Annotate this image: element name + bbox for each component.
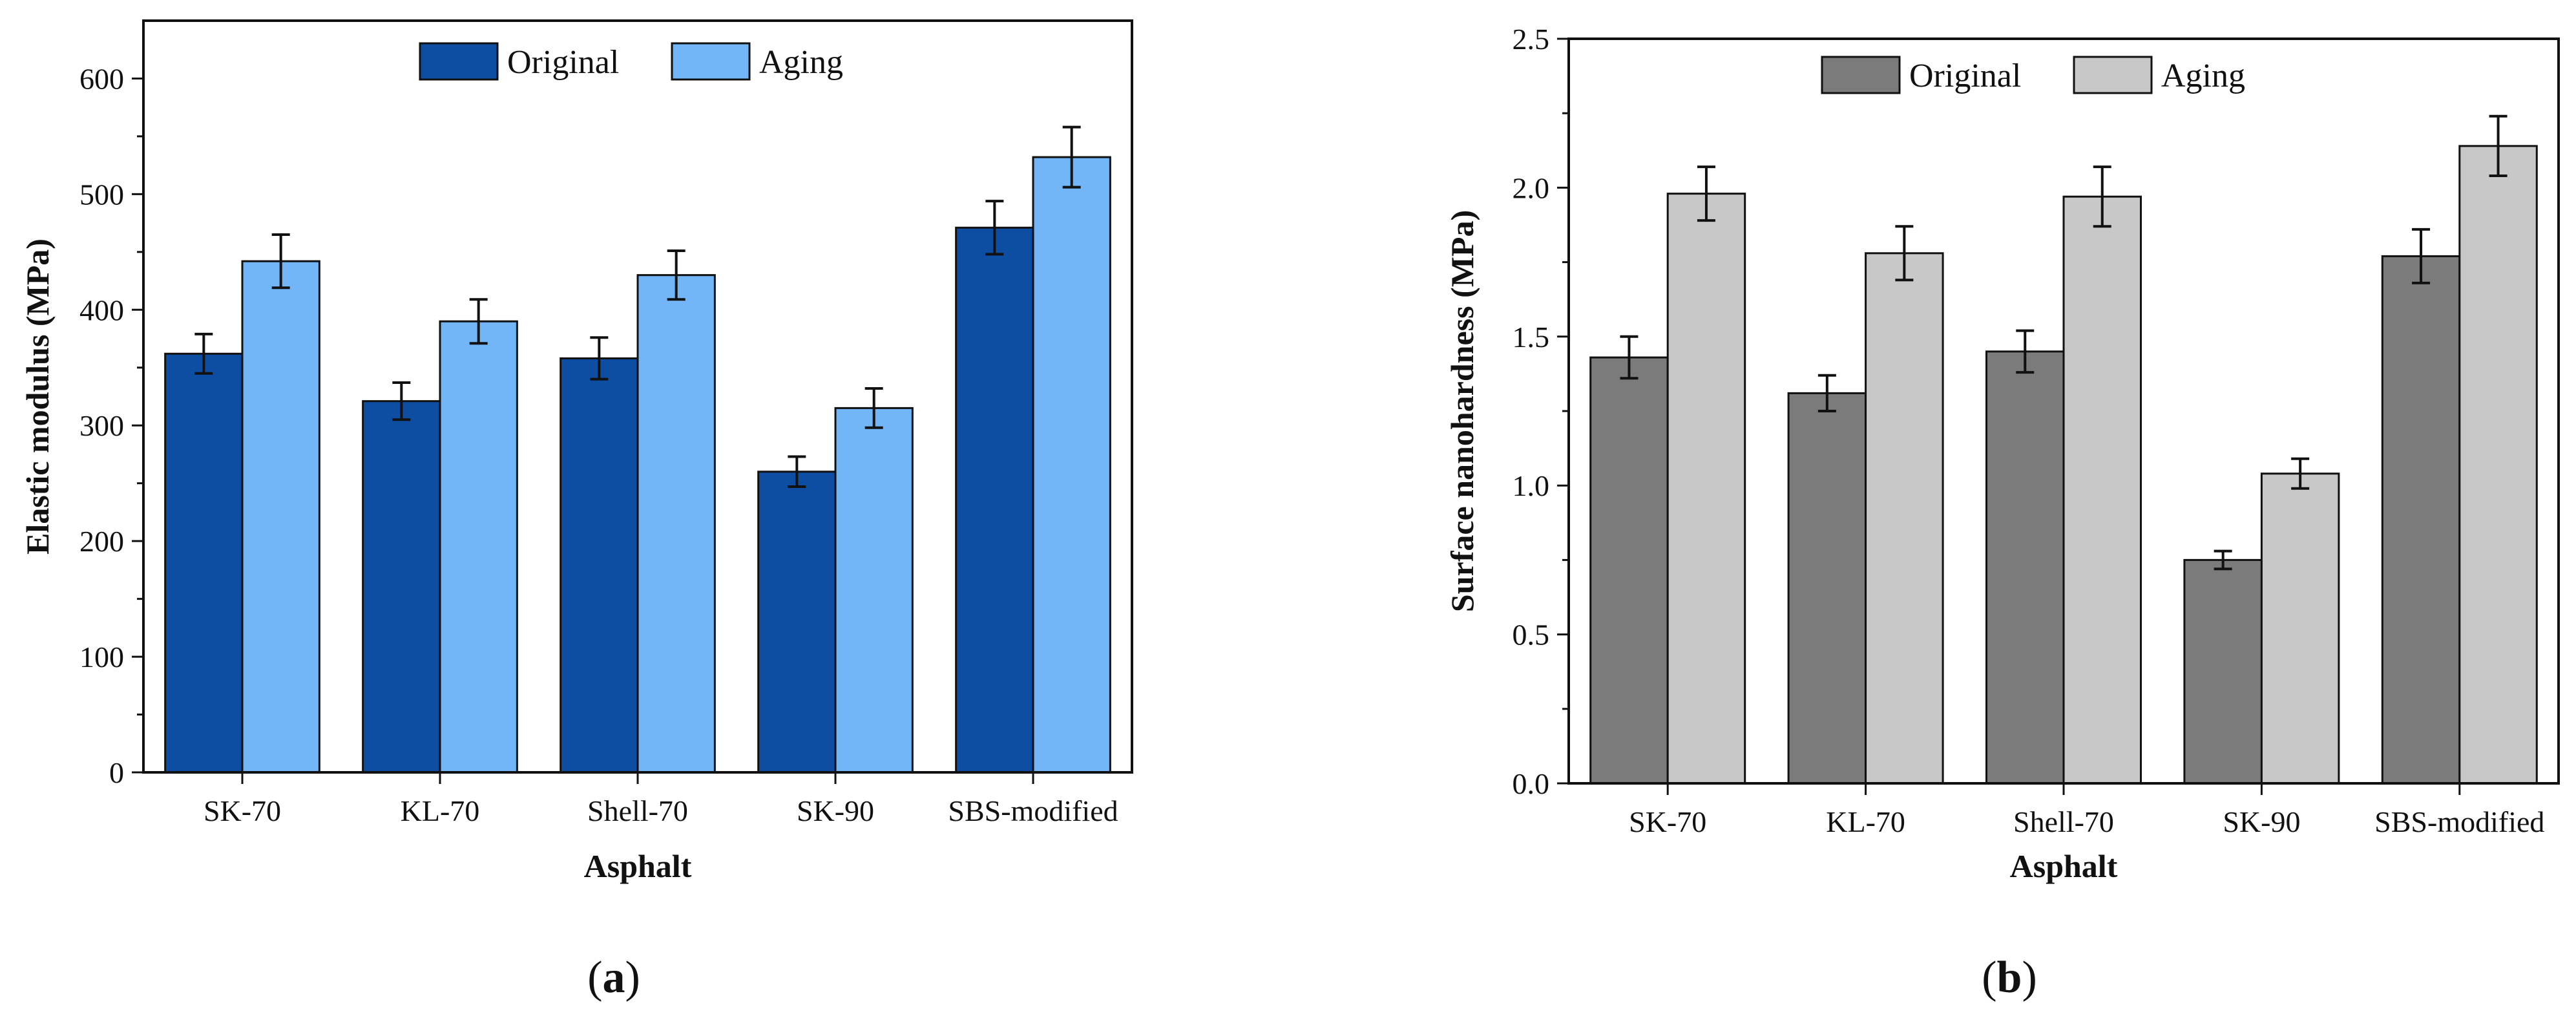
- bar-original-shell-70: [1985, 350, 2065, 785]
- legend-swatch-original: [1821, 56, 1901, 94]
- x-tick-label: SK-90: [2223, 805, 2300, 838]
- bar-aging-sk-90: [834, 407, 914, 774]
- y-tick-label: 100: [79, 641, 124, 673]
- panel-label-a: (a): [587, 953, 640, 1002]
- bar-original-sbs-modified: [2381, 255, 2461, 785]
- y-tick-label: 1.5: [1513, 321, 1550, 354]
- legend-label-aging: Aging: [2161, 58, 2245, 94]
- x-tick-label: SK-70: [204, 794, 281, 827]
- bar-aging-sk-90: [2260, 472, 2340, 785]
- x-tick-label: Shell-70: [587, 794, 688, 827]
- x-tick-label: KL-70: [401, 794, 480, 827]
- bar-original-sbs-modified: [955, 226, 1034, 774]
- plot-frame: [142, 19, 1133, 774]
- y-tick-label: 0.5: [1513, 619, 1550, 651]
- bar-aging-shell-70: [636, 274, 716, 774]
- chart-elastic-modulus: SK-70 KL-70 Shell-70 SK-90 SBS-modified 0 100 2…: [19, 19, 1133, 884]
- y-tick-label: 300: [79, 409, 124, 442]
- y-tick-label: 600: [79, 62, 124, 95]
- y-tick-label: 1.0: [1513, 469, 1550, 502]
- y-tick-label: 0: [109, 756, 124, 789]
- x-axis-title: Asphalt: [584, 848, 692, 884]
- x-tick-label: KL-70: [1826, 805, 1905, 838]
- y-tick-label: 2.0: [1513, 171, 1550, 204]
- y-tick-label: 0.0: [1513, 767, 1550, 800]
- y-tick-label: 2.5: [1513, 23, 1550, 56]
- legend-label-original: Original: [507, 44, 619, 81]
- x-tick-label: SBS-modified: [2374, 805, 2544, 838]
- y-tick-label: 400: [79, 293, 124, 326]
- bar-aging-sk-70: [1666, 193, 1746, 785]
- chart-surface-nanohardness: SK-70 KL-70 Shell-70 SK-90 SBS-modified 0.0 0.…: [1444, 23, 2560, 884]
- bar-original-kl-70: [362, 400, 441, 774]
- bar-aging-shell-70: [2062, 195, 2142, 785]
- x-axis-title: Asphalt: [2010, 848, 2118, 884]
- y-axis-title: Surface nanohardness (MPa): [1444, 210, 1480, 612]
- legend-label-original: Original: [1909, 58, 2021, 94]
- y-tick-label: 200: [79, 525, 124, 558]
- y-tick-label: 500: [79, 178, 124, 211]
- bar-aging-kl-70: [1865, 252, 1944, 785]
- legend-swatch-aging: [671, 42, 751, 81]
- bar-original-sk-70: [1589, 356, 1669, 785]
- x-tick-label: Shell-70: [2013, 805, 2114, 838]
- y-axis-title: Elastic modulus (MPa): [19, 238, 56, 555]
- bar-aging-sk-70: [241, 260, 320, 774]
- bar-original-sk-70: [164, 352, 244, 774]
- legend-label-aging: Aging: [759, 44, 843, 81]
- bar-original-shell-70: [560, 357, 639, 774]
- x-tick-label: SK-90: [797, 794, 874, 827]
- bar-original-sk-90: [2183, 558, 2263, 785]
- bar-aging-kl-70: [439, 320, 518, 774]
- legend-swatch-original: [419, 42, 499, 81]
- bar-aging-sbs-modified: [2458, 145, 2538, 785]
- bar-original-sk-90: [757, 471, 837, 774]
- x-tick-label: SBS-modified: [948, 794, 1118, 827]
- panel-label-b: (b): [1982, 953, 2037, 1002]
- x-tick-label: SK-70: [1629, 805, 1706, 838]
- legend-swatch-aging: [2073, 56, 2153, 94]
- bar-original-kl-70: [1787, 392, 1867, 785]
- bar-aging-sbs-modified: [1032, 156, 1111, 774]
